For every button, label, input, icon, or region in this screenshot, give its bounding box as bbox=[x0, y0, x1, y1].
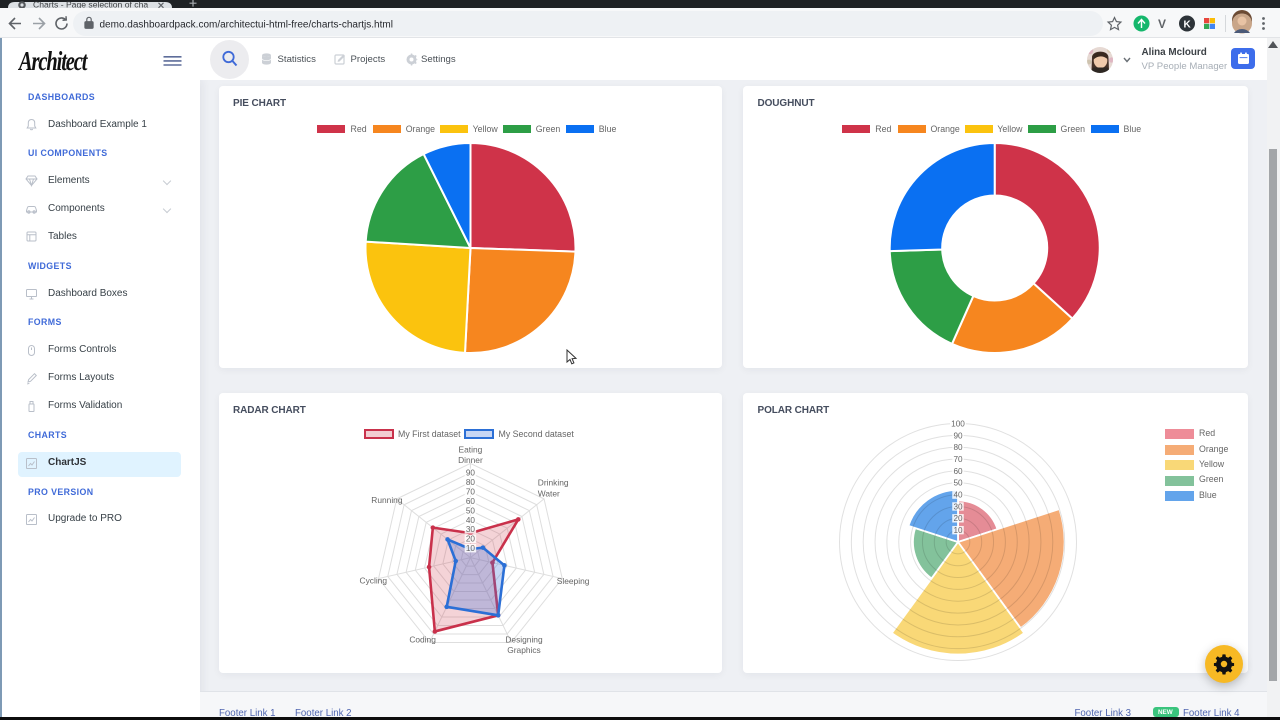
svg-text:60: 60 bbox=[953, 467, 963, 476]
svg-text:Dinner: Dinner bbox=[458, 455, 483, 465]
svg-text:100: 100 bbox=[951, 419, 965, 428]
svg-text:40: 40 bbox=[953, 491, 963, 500]
svg-text:30: 30 bbox=[466, 525, 476, 534]
svg-text:Coding: Coding bbox=[409, 634, 436, 644]
svg-text:Water: Water bbox=[538, 488, 560, 498]
svg-text:Drinking: Drinking bbox=[538, 478, 569, 488]
svg-text:Charts - Page selection of cha: Charts - Page selection of cha bbox=[33, 0, 148, 10]
svg-text:Sleeping: Sleeping bbox=[557, 576, 590, 586]
svg-text:Cycling: Cycling bbox=[360, 575, 388, 585]
svg-text:demo.dashboardpack.com/archite: demo.dashboardpack.com/architectui-html-… bbox=[100, 19, 393, 30]
svg-text:90: 90 bbox=[953, 431, 963, 440]
svg-text:60: 60 bbox=[466, 497, 476, 506]
svg-text:V: V bbox=[1158, 17, 1166, 31]
svg-text:80: 80 bbox=[953, 443, 963, 452]
svg-text:20: 20 bbox=[466, 535, 476, 544]
svg-text:Designing: Designing bbox=[505, 634, 543, 644]
svg-text:10: 10 bbox=[466, 544, 476, 553]
svg-text:90: 90 bbox=[466, 469, 476, 478]
svg-text:70: 70 bbox=[466, 488, 476, 497]
svg-text:Running: Running bbox=[371, 495, 403, 505]
svg-text:30: 30 bbox=[953, 502, 963, 511]
svg-text:50: 50 bbox=[466, 506, 476, 515]
svg-text:70: 70 bbox=[953, 455, 963, 464]
svg-text:80: 80 bbox=[466, 478, 476, 487]
svg-text:K: K bbox=[1184, 19, 1192, 30]
svg-text:50: 50 bbox=[953, 479, 963, 488]
svg-text:40: 40 bbox=[466, 516, 476, 525]
svg-text:20: 20 bbox=[953, 514, 963, 523]
svg-text:Eating: Eating bbox=[459, 444, 483, 454]
svg-text:10: 10 bbox=[953, 526, 963, 535]
svg-text:Graphics: Graphics bbox=[507, 645, 541, 655]
